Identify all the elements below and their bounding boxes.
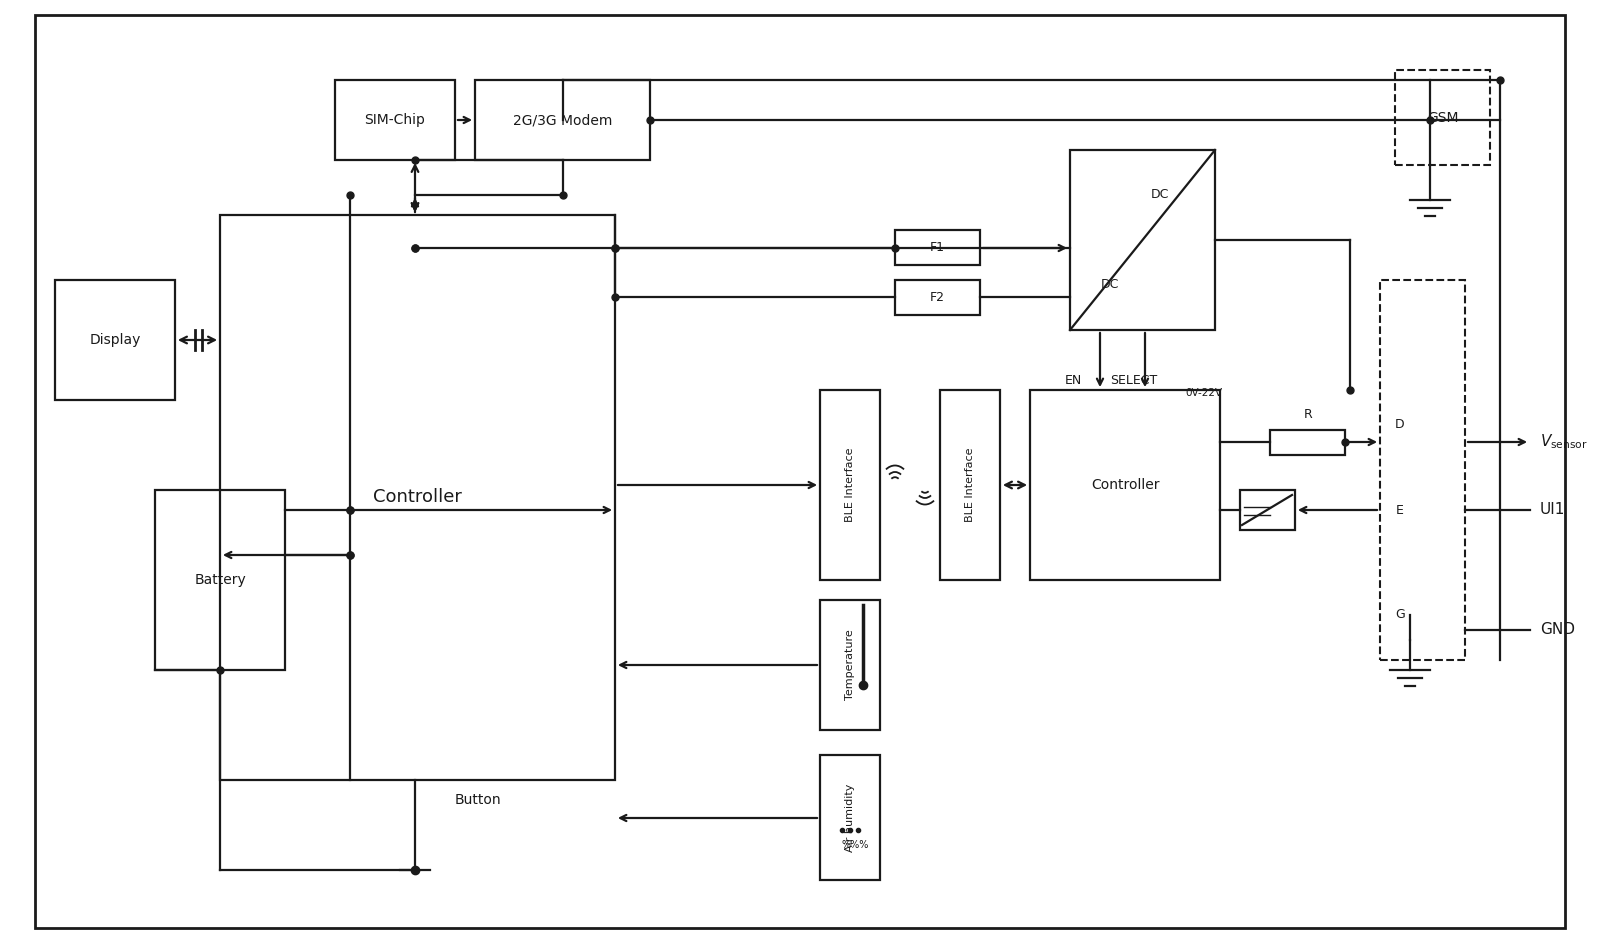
Text: SIM-Chip: SIM-Chip [365,113,426,127]
Text: %%%: %%% [842,840,869,850]
Bar [1070,150,1214,330]
Text: DC: DC [1101,278,1118,291]
Text: D: D [1395,419,1405,432]
Bar [1270,430,1346,455]
Text: Temperature: Temperature [845,630,854,701]
Text: F1: F1 [930,241,946,254]
Bar [1395,70,1490,165]
Bar [819,390,880,580]
Text: SELECT: SELECT [1110,373,1157,387]
Text: BLE Interface: BLE Interface [845,448,854,522]
Text: R: R [1304,408,1312,422]
Bar [1379,280,1466,660]
Text: EN: EN [1066,373,1082,387]
Bar [155,490,285,670]
Bar [1240,490,1294,530]
Text: G: G [1395,608,1405,621]
Bar [54,280,174,400]
Text: Air humidity: Air humidity [845,784,854,852]
Text: BLE Interface: BLE Interface [965,448,974,522]
Bar [1030,390,1221,580]
Text: UI1: UI1 [1539,503,1565,518]
Text: E: E [1397,504,1403,517]
Text: $V_{\mathregular{sensor}}$: $V_{\mathregular{sensor}}$ [1539,433,1587,452]
Bar [819,755,880,880]
Text: Controller: Controller [1091,478,1160,492]
Bar [221,215,614,780]
Bar [334,80,454,160]
Bar [894,280,979,315]
Text: 2G/3G Modem: 2G/3G Modem [514,113,613,127]
Bar [894,230,979,265]
Bar [819,600,880,730]
Text: Button: Button [454,793,502,807]
Bar [941,390,1000,580]
Text: GND: GND [1539,622,1574,637]
Text: Display: Display [90,333,141,347]
Text: GSM: GSM [1427,110,1458,124]
Text: DC: DC [1150,189,1170,202]
Text: Battery: Battery [194,573,246,587]
Text: F2: F2 [930,291,946,304]
Text: 0V-22V: 0V-22V [1186,388,1222,398]
Text: Controller: Controller [373,488,462,506]
Bar [475,80,650,160]
